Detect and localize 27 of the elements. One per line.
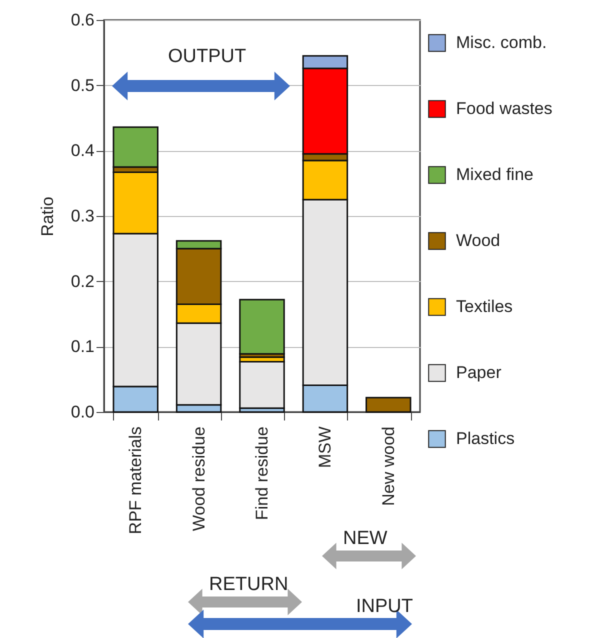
x-tick-label: New wood [378,426,398,506]
bar [239,298,285,355]
bar [366,396,412,413]
annotation: OUTPUT [168,46,246,68]
x-tick-label: MSW [316,426,335,468]
legend-label: Textiles [456,297,513,316]
bar [239,360,285,409]
y-tick-label: 0.1 [70,337,94,356]
x-tick-label: Find residue [252,426,272,520]
x-tick-label: Wood residue [189,426,208,532]
y-tick-label: 0.5 [70,76,94,95]
legend-label: Wood [456,231,500,250]
text: INPUT [356,596,413,618]
text: NEW [343,528,388,550]
y-tick-label: 0.6 [70,10,94,30]
y-axis-title: Ratio [38,196,57,236]
legend-label: Misc. comb. [456,33,547,52]
legend-label: Plastics [456,429,515,448]
legend-label: Mixed fine [456,165,534,184]
y-tick-label: 0.3 [70,206,94,226]
y-tick-label: 0.4 [70,141,94,160]
y-tick-label: 0.2 [70,272,94,291]
text: RETURN [209,574,288,596]
legend-label: Food wastes [456,99,552,118]
y-tick-label: 0.0 [70,402,94,422]
legend-label: Paper [456,363,502,382]
x-tick-label: RPF materials [126,426,146,534]
